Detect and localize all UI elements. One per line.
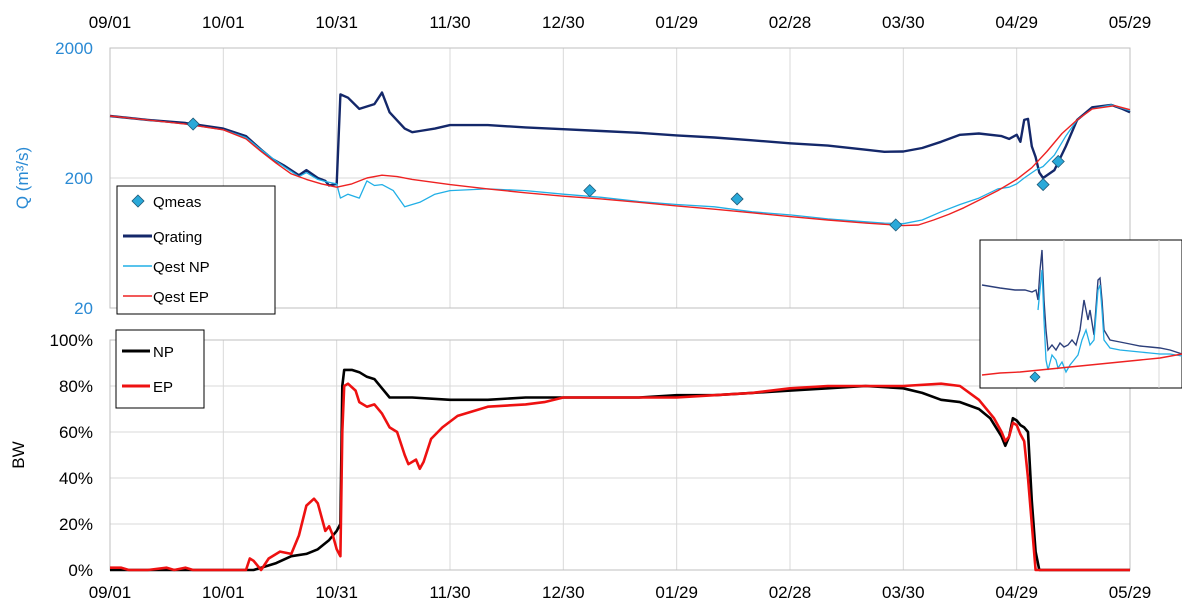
bw-x-tick-label: 12/30 [542, 583, 585, 602]
legend-ep-label: EP [153, 379, 173, 396]
bw-chart-grid [110, 340, 1130, 570]
series-qrating-line [110, 93, 1130, 186]
series-ep-line [110, 384, 1130, 570]
bw-x-tick-label: 10/31 [315, 583, 358, 602]
flow-x-tick-label: 04/29 [995, 13, 1038, 32]
qmeas-marker [584, 185, 596, 197]
qmeas-marker [1052, 155, 1064, 167]
legend-qrating-label: Qrating [153, 229, 202, 246]
legend-qest-ep-label: Qest EP [153, 289, 209, 306]
flow-x-tick-label: 03/30 [882, 13, 925, 32]
bw-y-axis-label: BW [9, 441, 28, 468]
bw-legend: NP EP [116, 330, 204, 408]
flow-x-tick-labels: 09/01 10/01 10/31 11/30 12/30 01/29 02/28 03/30… [89, 13, 1152, 32]
flow-x-tick-label: 02/28 [769, 13, 812, 32]
flow-y-axis-label: Q (m³/s) [13, 147, 32, 209]
bw-x-tick-label: 02/28 [769, 583, 812, 602]
bw-legend-box [116, 330, 204, 408]
bw-x-tick-label: 05/29 [1109, 583, 1152, 602]
bw-x-tick-label: 04/29 [995, 583, 1038, 602]
bw-x-tick-labels: 09/01 10/01 10/31 11/30 12/30 01/29 02/28 03/30… [89, 583, 1152, 602]
qmeas-marker [187, 118, 199, 130]
qmeas-marker [1037, 179, 1049, 191]
qmeas-marker [731, 193, 743, 205]
flow-x-tick-label: 01/29 [655, 13, 698, 32]
legend-qest-np-label: Qest NP [153, 259, 210, 276]
flow-y-tick-label: 200 [65, 169, 93, 188]
bw-y-tick-label: 0% [68, 561, 93, 580]
flow-x-tick-label: 11/30 [429, 13, 470, 32]
bw-y-tick-labels: 0% 20% 40% 60% 80% 100% [50, 331, 93, 580]
flow-x-tick-label: 12/30 [542, 13, 585, 32]
legend-qmeas-label: Qmeas [153, 194, 201, 211]
bw-y-tick-label: 20% [59, 515, 93, 534]
qmeas-marker [890, 219, 902, 231]
inset-zoom [980, 240, 1182, 388]
legend-np-label: NP [153, 344, 174, 361]
bw-x-tick-label: 01/29 [655, 583, 698, 602]
flow-y-tick-label: 20 [74, 299, 93, 318]
bw-plot-area [110, 340, 1130, 570]
bw-series [110, 370, 1130, 570]
flow-legend: Qmeas Qrating Qest NP Qest EP [117, 186, 275, 314]
bw-y-tick-label: 60% [59, 423, 93, 442]
flow-y-tick-label: 2000 [55, 39, 93, 58]
flow-x-tick-label: 10/31 [315, 13, 358, 32]
bw-y-tick-label: 100% [50, 331, 93, 350]
flow-x-tick-label: 10/01 [202, 13, 245, 32]
bw-x-tick-label: 10/01 [202, 583, 245, 602]
bw-x-tick-label: 03/30 [882, 583, 925, 602]
qmeas-markers [187, 118, 1064, 231]
flow-x-tick-label: 09/01 [89, 13, 132, 32]
bw-x-tick-label: 09/01 [89, 583, 132, 602]
bw-y-tick-label: 40% [59, 469, 93, 488]
bw-y-tick-label: 80% [59, 377, 93, 396]
flow-x-tick-label: 05/29 [1109, 13, 1152, 32]
bw-x-tick-label: 11/30 [429, 583, 470, 602]
flow-y-tick-labels: 2000 200 20 [55, 39, 93, 318]
